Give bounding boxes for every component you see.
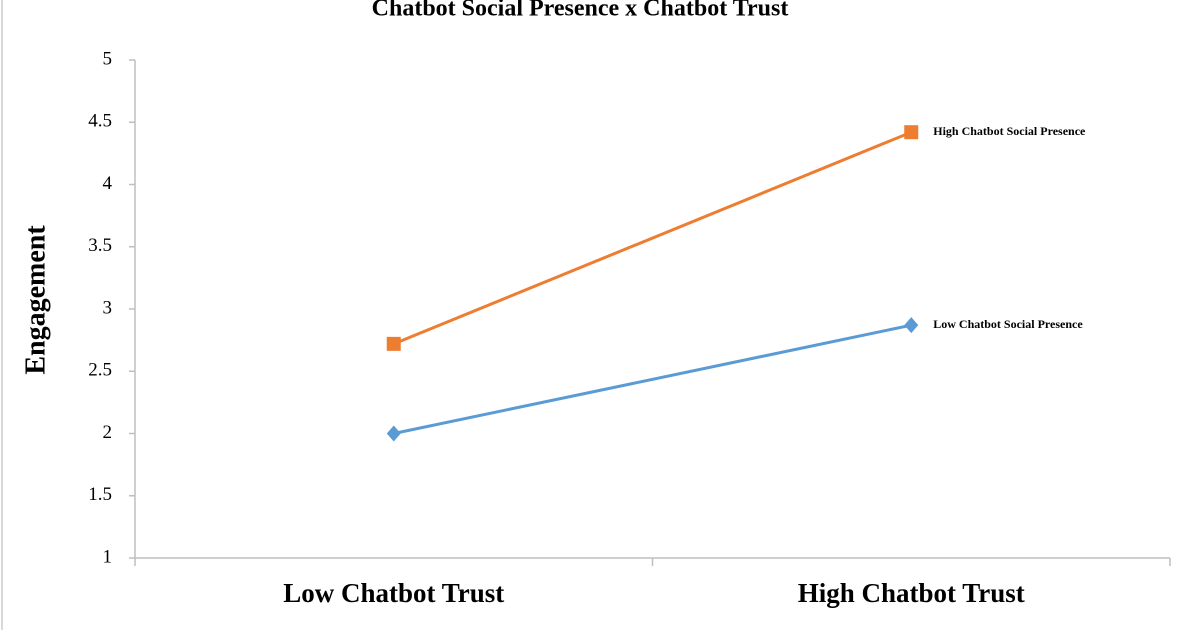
y-tick-label: 2.5	[88, 360, 112, 381]
y-tick-label: 3.5	[88, 235, 112, 256]
y-tick-label: 1.5	[88, 484, 112, 505]
y-tick-label: 2	[103, 422, 113, 443]
y-axis-label: Engagement	[20, 225, 51, 375]
line	[393, 130, 912, 346]
marker	[386, 336, 401, 351]
y-tick-label: 4.5	[88, 111, 112, 132]
x-tick-label: Low Chatbot Trust	[283, 578, 504, 608]
line	[393, 323, 912, 435]
chart-title: Chatbot Social Presence x Chatbot Trust	[372, 0, 789, 22]
marker	[904, 317, 919, 334]
y-tick-label: 3	[103, 297, 113, 318]
marker	[904, 125, 919, 140]
series-label: Low Chatbot Social Presence	[933, 317, 1083, 331]
series-label: High Chatbot Social Presence	[933, 124, 1086, 138]
y-tick-label: 5	[103, 48, 113, 69]
marker	[386, 425, 401, 442]
y-tick-label: 1	[103, 546, 113, 567]
x-tick-label: High Chatbot Trust	[798, 578, 1025, 608]
y-tick-label: 4	[103, 173, 113, 194]
